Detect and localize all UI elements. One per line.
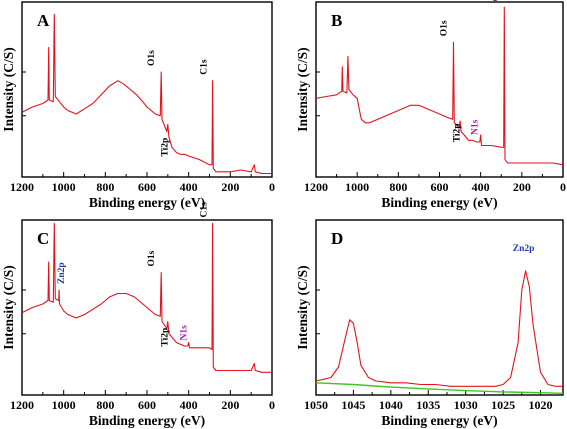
x-axis-title: Binding energy (eV)	[381, 195, 497, 210]
peak-label-zn2p: Zn2p	[57, 262, 67, 284]
peak-label-n1s: N1s	[471, 119, 481, 135]
x-tick-label: 800	[96, 180, 114, 194]
panel-letter: C	[37, 229, 49, 248]
x-tick-label: 0	[269, 398, 275, 412]
x-tick-label: 200	[221, 180, 239, 194]
panel-d: 1050 1045 1040 1035 1030 1025 1020 Binding ener…	[295, 219, 564, 428]
x-tick-label: 1200	[304, 180, 328, 194]
peak-label-n1s: N1s	[180, 325, 190, 341]
spectrum-line	[21, 13, 272, 175]
x-tick-label: 1050	[304, 398, 328, 412]
spectrum-line	[315, 6, 564, 166]
spectrum-line	[21, 222, 272, 373]
x-tick-label: 1040	[379, 398, 403, 412]
y-axis-title: Intensity (C/S)	[295, 47, 310, 131]
x-axis-title: Binding energy (eV)	[89, 413, 205, 428]
panel-a: 1200 1000 800 600 400 200 0 Binding energy (eV)…	[1, 1, 275, 210]
panel-letter: A	[37, 11, 50, 30]
y-axis-title: Intensity (C/S)	[1, 265, 16, 349]
panel-b: 1200 1000 800 600 400 200 0 Binding energy (eV)…	[295, 0, 566, 210]
x-tick-label: 400	[180, 398, 198, 412]
x-tick-label: 1000	[345, 180, 369, 194]
x-tick-label: 1030	[454, 398, 478, 412]
plot-frame	[21, 1, 273, 178]
x-tick-label: 1200	[10, 398, 34, 412]
plot-frame	[315, 219, 564, 396]
x-tick-label: 200	[221, 398, 239, 412]
peak-label-c1s: C1s	[200, 59, 210, 75]
baseline-line	[315, 382, 564, 394]
peak-label-ti2p: Ti2p	[160, 138, 170, 157]
peak-label-o1s: O1s	[147, 250, 157, 266]
x-tick-label: 0	[269, 180, 275, 194]
peak-label-ti2p: Ti2p	[453, 123, 463, 142]
x-tick-label: 0	[560, 180, 566, 194]
x-tick-label: 600	[138, 398, 156, 412]
panel-c: 1200 1000 800 600 400 200 0 Binding energy (eV)…	[1, 202, 275, 428]
peak-label-c1s: C1s	[200, 202, 210, 218]
x-tick-label: 400	[180, 180, 198, 194]
spectrum-line	[315, 270, 563, 387]
peak-label-zn2p: Zn2p	[513, 244, 535, 254]
x-tick-label: 600	[431, 180, 449, 194]
x-axis-title: Binding energy (eV)	[381, 413, 497, 428]
x-tick-label: 400	[472, 180, 490, 194]
x-tick-label: 1025	[491, 398, 515, 412]
x-tick-label: 1020	[529, 398, 553, 412]
peak-label-c1s: C1s	[491, 0, 501, 1]
x-axis-title: Binding energy (eV)	[89, 195, 205, 210]
x-tick-label: 1045	[341, 398, 365, 412]
panel-letter: B	[331, 11, 342, 30]
x-tick-label: 1200	[10, 180, 34, 194]
x-tick-label: 200	[513, 180, 531, 194]
x-tick-label: 1035	[416, 398, 440, 412]
y-axis-title: Intensity (C/S)	[295, 265, 310, 349]
x-tick-label: 1000	[52, 180, 76, 194]
peak-label-o1s: O1s	[147, 50, 157, 66]
x-tick-label: 800	[389, 180, 407, 194]
x-tick-label: 800	[96, 398, 114, 412]
peak-label-ti2p: Ti2p	[160, 328, 170, 347]
x-tick-label: 1000	[52, 398, 76, 412]
y-axis-title: Intensity (C/S)	[1, 47, 16, 131]
panel-letter: D	[331, 229, 343, 248]
x-tick-label: 600	[138, 180, 156, 194]
peak-label-o1s: O1s	[439, 20, 449, 36]
